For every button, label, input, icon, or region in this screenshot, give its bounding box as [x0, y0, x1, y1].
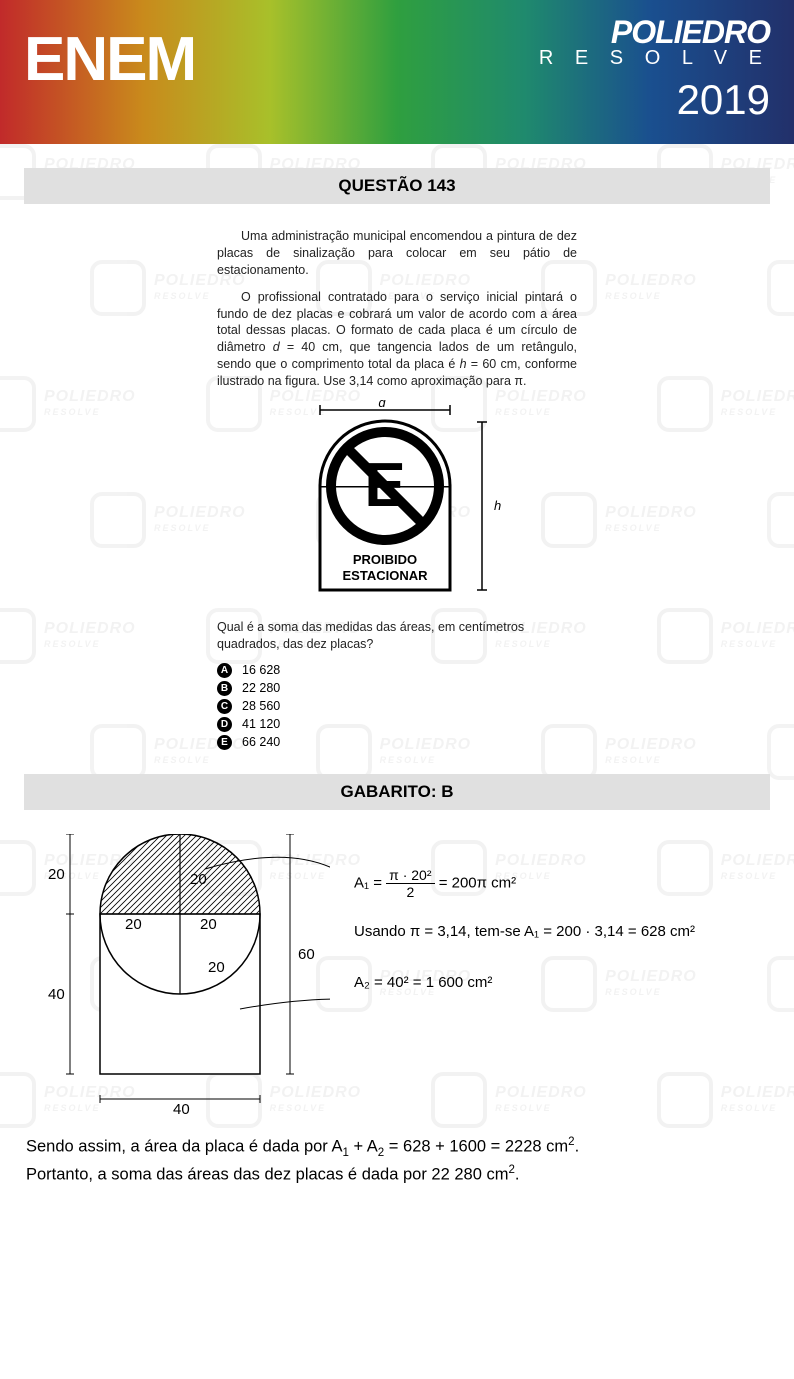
- option-letter: B: [217, 681, 232, 696]
- svg-text:20: 20: [190, 871, 207, 888]
- label-d: d: [378, 400, 386, 410]
- solution-formulas: A₁ = π · 20²2 = 200π cm² Usando π = 3,14…: [354, 834, 695, 1015]
- conclusion-line2: Portanto, a soma das áreas das dez placa…: [26, 1162, 768, 1187]
- conclusion-line1: Sendo assim, a área da placa é dada por …: [26, 1134, 768, 1162]
- formula-a1: A₁ = π · 20²2 = 200π cm²: [354, 868, 695, 899]
- option-b: B 22 280: [217, 681, 577, 696]
- brand-line2: R E S O L V E: [539, 47, 770, 70]
- svg-text:20: 20: [125, 916, 142, 933]
- option-value: 22 280: [242, 681, 280, 695]
- option-a: A 16 628: [217, 663, 577, 678]
- header-banner: ENEM POLIEDRO R E S O L V E 2019: [0, 0, 794, 144]
- option-value: 66 240: [242, 735, 280, 749]
- svg-text:20: 20: [208, 959, 225, 976]
- option-d: D 41 120: [217, 717, 577, 732]
- option-e: E 66 240: [217, 735, 577, 750]
- solution-diagram: 20 20 20 20 20 40 60 40: [30, 834, 330, 1114]
- option-value: 16 628: [242, 663, 280, 677]
- option-letter: A: [217, 663, 232, 678]
- option-letter: D: [217, 717, 232, 732]
- svg-text:40: 40: [48, 986, 65, 1003]
- formula-pi: Usando π = 3,14, tem-se A₁ = 200 · 3,14 …: [354, 923, 695, 940]
- question-body: Uma administração municipal encomendou a…: [217, 228, 577, 390]
- svg-text:40: 40: [173, 1101, 190, 1114]
- option-letter: E: [217, 735, 232, 750]
- svg-text:20: 20: [200, 916, 217, 933]
- svg-text:20: 20: [48, 866, 65, 883]
- brand-block: POLIEDRO R E S O L V E 2019: [539, 14, 770, 124]
- question-title-bar: QUESTÃO 143: [24, 168, 770, 204]
- conclusion: Sendo assim, a área da placa é dada por …: [26, 1134, 768, 1187]
- sign-text2: ESTACIONAR: [343, 568, 429, 583]
- options-list: A 16 628 B 22 280 C 28 560 D 41 120 E 66 240: [217, 663, 577, 750]
- brand-line1: POLIEDRO: [539, 14, 770, 51]
- option-value: 41 120: [242, 717, 280, 731]
- answer-title-bar: GABARITO: B: [24, 774, 770, 810]
- option-letter: C: [217, 699, 232, 714]
- question-prompt: Qual é a soma das medidas das áreas, em …: [217, 619, 577, 653]
- label-h: h: [494, 498, 501, 513]
- sign-figure: d h E PROIBIDO ESTACIONAR: [282, 400, 512, 605]
- question-para2: O profissional contratado para o serviço…: [217, 289, 577, 390]
- option-value: 28 560: [242, 699, 280, 713]
- sign-text1: PROIBIDO: [353, 552, 417, 567]
- solution-area: 20 20 20 20 20 40 60 40 A₁ = π · 20²2 =: [30, 834, 770, 1114]
- svg-text:60: 60: [298, 946, 315, 963]
- year: 2019: [539, 76, 770, 124]
- formula-a2: A₂ = 40² = 1 600 cm²: [354, 974, 695, 991]
- option-c: C 28 560: [217, 699, 577, 714]
- question-para1: Uma administração municipal encomendou a…: [217, 228, 577, 279]
- enem-logo-text: ENEM: [24, 24, 195, 95]
